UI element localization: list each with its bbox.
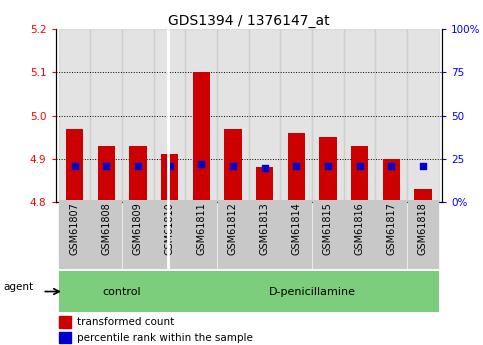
Bar bbox=[313, 200, 343, 269]
Bar bbox=[185, 29, 217, 202]
Text: GSM61811: GSM61811 bbox=[196, 202, 206, 255]
Bar bbox=[59, 271, 185, 312]
Bar bbox=[59, 316, 71, 328]
Bar bbox=[98, 146, 115, 202]
Bar bbox=[155, 200, 185, 269]
Text: D-penicillamine: D-penicillamine bbox=[269, 287, 355, 296]
Bar bbox=[161, 154, 178, 202]
Text: GSM61810: GSM61810 bbox=[165, 202, 174, 255]
Point bbox=[292, 164, 300, 169]
Text: agent: agent bbox=[3, 282, 33, 292]
Text: GSM61815: GSM61815 bbox=[323, 202, 333, 255]
Text: GSM61816: GSM61816 bbox=[355, 202, 365, 255]
Text: percentile rank within the sample: percentile rank within the sample bbox=[77, 333, 253, 343]
Bar bbox=[407, 29, 439, 202]
Text: control: control bbox=[103, 287, 142, 296]
Text: GSM61818: GSM61818 bbox=[418, 202, 428, 255]
Bar bbox=[193, 72, 210, 202]
Text: GSM61807: GSM61807 bbox=[70, 202, 80, 255]
Bar bbox=[185, 271, 439, 312]
Text: GSM61809: GSM61809 bbox=[133, 202, 143, 255]
Text: GSM61814: GSM61814 bbox=[291, 202, 301, 255]
Point bbox=[134, 164, 142, 169]
Point bbox=[198, 161, 205, 167]
Bar bbox=[66, 129, 83, 202]
Bar bbox=[256, 167, 273, 202]
Bar bbox=[218, 200, 248, 269]
Bar bbox=[319, 137, 337, 202]
Point bbox=[71, 164, 78, 169]
Bar bbox=[122, 29, 154, 202]
Point bbox=[102, 164, 110, 169]
Bar bbox=[281, 200, 312, 269]
Title: GDS1394 / 1376147_at: GDS1394 / 1376147_at bbox=[168, 14, 329, 28]
Text: GSM61813: GSM61813 bbox=[259, 202, 270, 255]
Bar bbox=[59, 29, 90, 202]
Bar bbox=[154, 29, 185, 202]
Point bbox=[356, 164, 364, 169]
Bar bbox=[312, 29, 344, 202]
Bar bbox=[376, 200, 407, 269]
Text: GSM61812: GSM61812 bbox=[228, 202, 238, 255]
Bar bbox=[123, 200, 153, 269]
Bar bbox=[414, 189, 432, 202]
Point bbox=[324, 164, 332, 169]
Bar bbox=[91, 200, 121, 269]
Bar bbox=[344, 29, 375, 202]
Bar bbox=[383, 159, 400, 202]
Point bbox=[229, 164, 237, 169]
Point bbox=[387, 164, 395, 169]
Bar bbox=[281, 29, 312, 202]
Text: GSM61817: GSM61817 bbox=[386, 202, 396, 255]
Bar bbox=[344, 200, 375, 269]
Point bbox=[166, 164, 173, 169]
Bar bbox=[375, 29, 407, 202]
Bar bbox=[186, 200, 216, 269]
Bar bbox=[249, 200, 280, 269]
Text: GSM61808: GSM61808 bbox=[101, 202, 111, 255]
Bar bbox=[408, 200, 438, 269]
Bar bbox=[287, 133, 305, 202]
Bar bbox=[217, 29, 249, 202]
Bar bbox=[90, 29, 122, 202]
Bar bbox=[59, 332, 71, 344]
Point bbox=[261, 166, 269, 171]
Bar bbox=[59, 200, 90, 269]
Text: transformed count: transformed count bbox=[77, 317, 174, 327]
Bar bbox=[249, 29, 281, 202]
Point bbox=[419, 163, 427, 168]
Bar bbox=[351, 146, 369, 202]
Bar bbox=[129, 146, 147, 202]
Bar bbox=[224, 129, 242, 202]
